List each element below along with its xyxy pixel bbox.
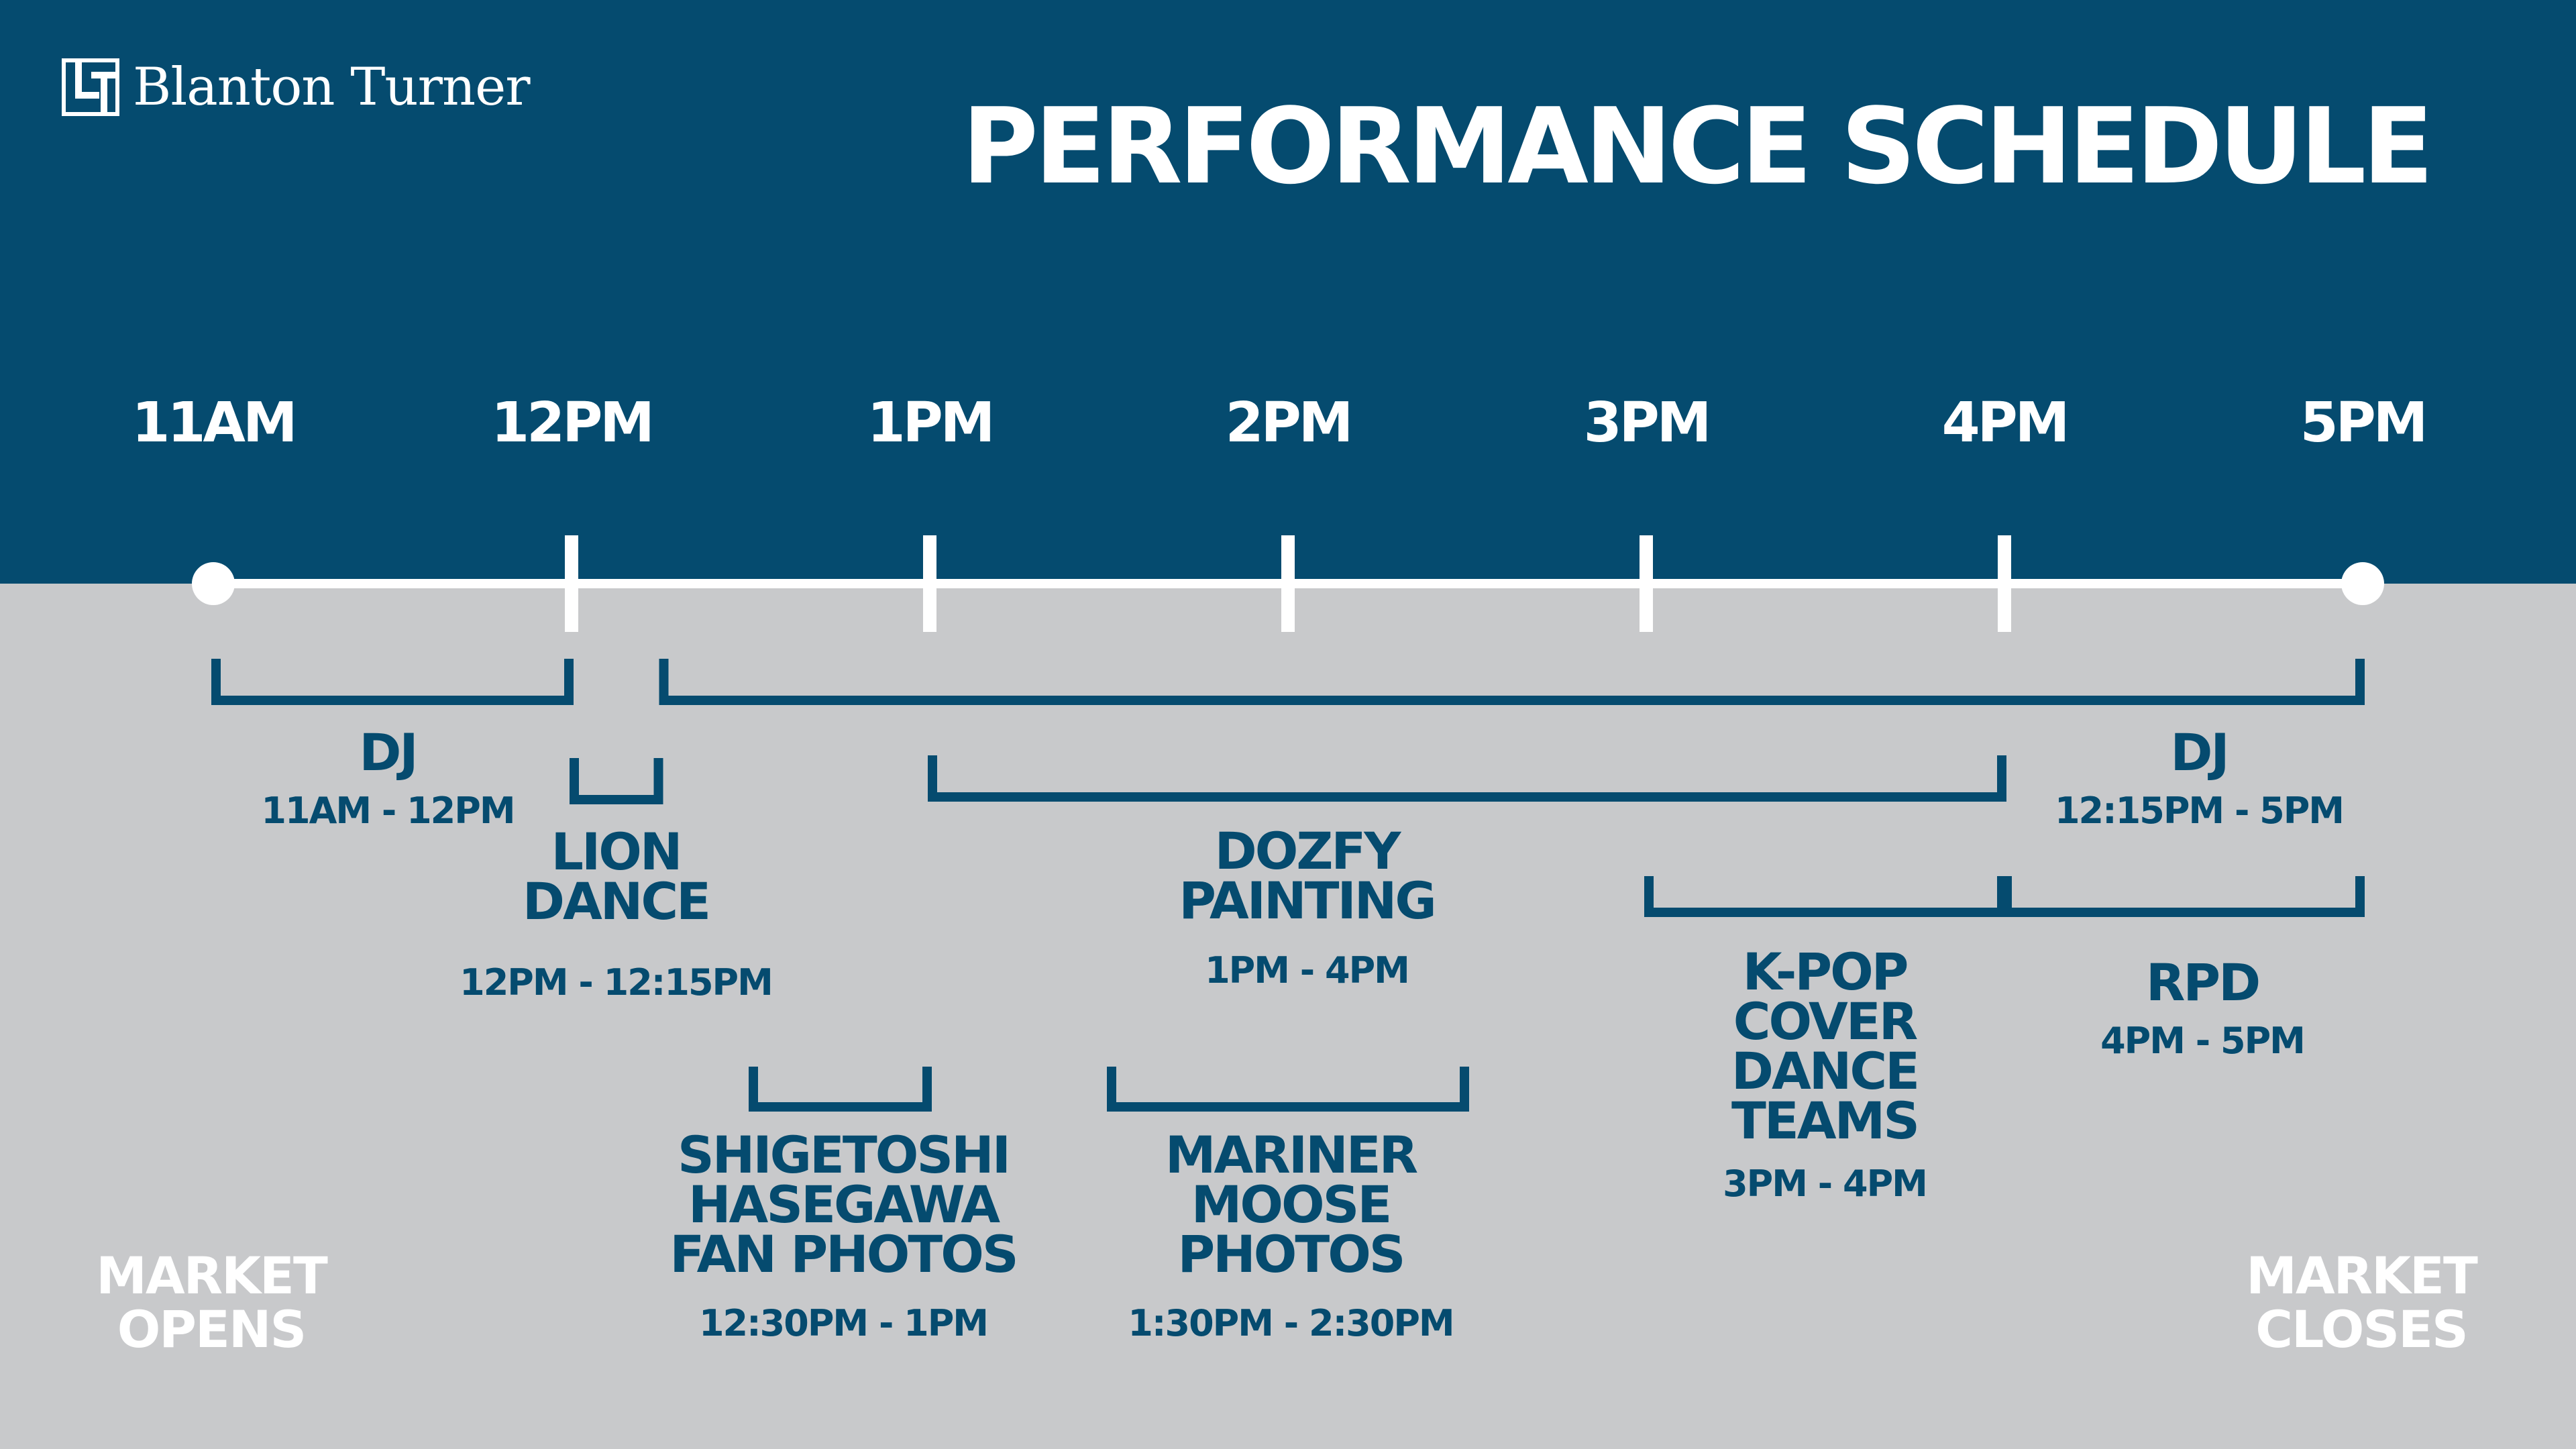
hour-label: 12PM [491,391,655,455]
event-name: SHIGETOSHI HASEGAWA FAN PHOTOS [669,1125,1018,1284]
hour-label: 5PM [2300,391,2428,455]
event-bracket [928,755,2006,802]
hour-label: 1PM [867,391,996,455]
timeline-endpoint-dot [2341,562,2384,605]
event-bracket [749,1067,932,1112]
brand-logo: Blanton Turner [62,54,531,121]
event-time: 12:30PM - 1PM [698,1302,989,1344]
hour-label: 4PM [1941,391,2070,455]
hour-label: 2PM [1225,391,1354,455]
event-time: 4PM - 5PM [2100,1020,2306,1062]
event-bracket [1644,876,2006,917]
event-bracket [1107,1067,1469,1112]
event-bracket [659,659,2365,705]
event-name: DJ [359,722,418,782]
event-name: DJ [2170,722,2229,782]
header-band [0,0,2576,584]
market-closes-note: MARKET CLOSES [2246,1246,2478,1359]
event-bracket [211,659,574,705]
event-name: DOZFY PAINTING [1179,821,1437,930]
event-time: 12PM - 12:15PM [460,961,773,1004]
event-time: 11AM - 12PM [261,790,515,832]
event-time: 12:15PM - 5PM [2054,790,2345,832]
timeline-endpoint-dot [192,562,235,605]
event-bracket [570,758,663,804]
event-name: RPD [2145,953,2261,1012]
event-time: 1:30PM - 2:30PM [1128,1302,1454,1344]
event-name: MARINER MOOSE PHOTOS [1165,1125,1418,1284]
event-time: 3PM - 4PM [1723,1163,1928,1205]
event-name: K-POP COVER DANCE TEAMS [1731,942,1920,1150]
hour-label: 3PM [1583,391,1712,455]
event-time: 1PM - 4PM [1205,949,1410,991]
event-name: LION DANCE [522,822,711,931]
event-bracket [2002,876,2365,917]
page-title: PERFORMANCE SCHEDULE [961,85,2434,207]
brand-name: Blanton Turner [133,57,531,117]
bt-monogram-icon [62,58,119,116]
hour-label: 11AM [131,391,297,455]
market-opens-note: MARKET OPENS [96,1246,328,1359]
